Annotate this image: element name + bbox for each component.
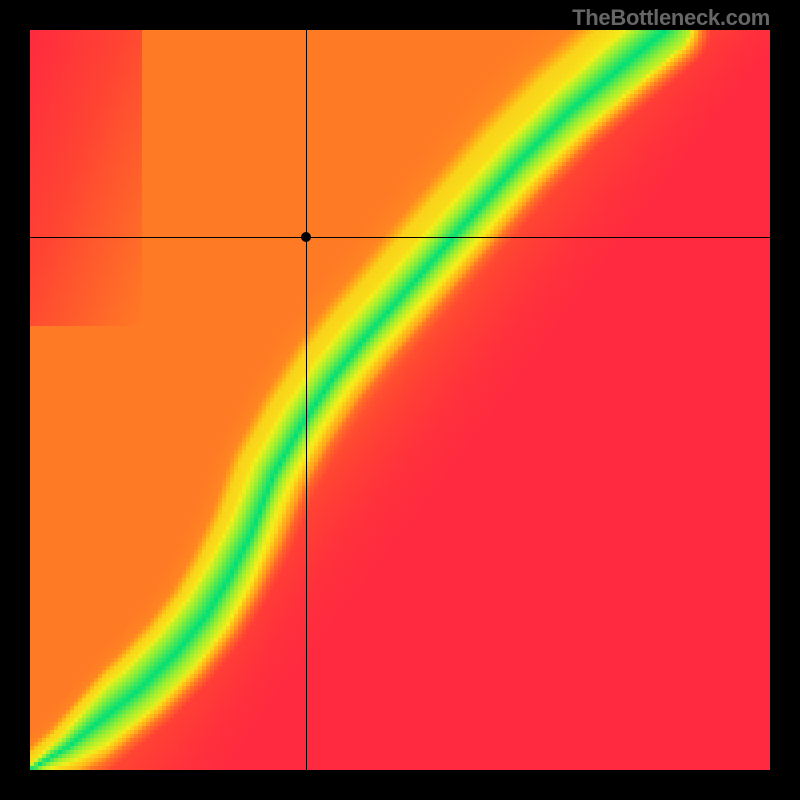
watermark-text: TheBottleneck.com xyxy=(572,5,770,31)
crosshair-vertical xyxy=(306,30,307,770)
heatmap-plot xyxy=(30,30,770,770)
chart-container: TheBottleneck.com xyxy=(0,0,800,800)
crosshair-horizontal xyxy=(30,237,770,238)
point-marker xyxy=(301,232,311,242)
heatmap-canvas xyxy=(30,30,770,770)
